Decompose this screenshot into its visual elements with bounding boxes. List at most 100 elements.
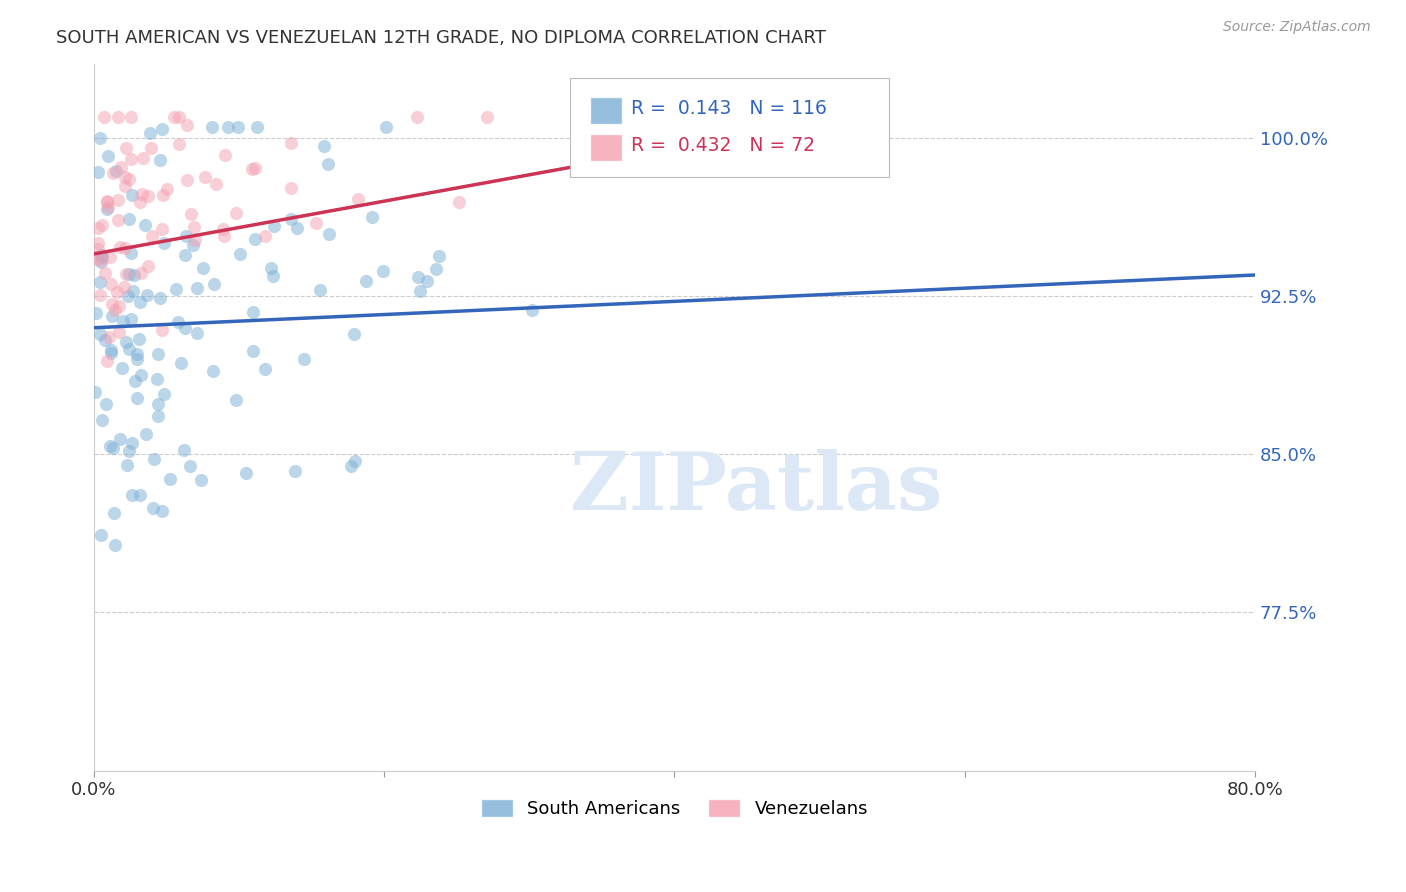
Point <box>280 136 302 150</box>
Point <box>90 248 112 262</box>
Point <box>142 500 165 515</box>
Point <box>174 321 197 335</box>
Point <box>194 169 217 184</box>
Point <box>263 219 285 233</box>
Point <box>153 387 176 401</box>
Point <box>150 323 173 337</box>
Point <box>141 141 163 155</box>
Point <box>148 396 170 410</box>
Point <box>167 136 190 151</box>
Point <box>136 189 159 203</box>
Point <box>90 255 112 269</box>
Point <box>104 303 127 318</box>
Point <box>114 240 136 254</box>
Point <box>122 268 145 283</box>
Point <box>139 126 162 140</box>
Point <box>226 120 249 135</box>
Point <box>190 474 212 488</box>
Point <box>100 277 122 292</box>
Point <box>280 181 302 195</box>
Point <box>101 297 124 311</box>
Point <box>242 305 264 319</box>
Point <box>89 131 111 145</box>
Point <box>125 392 148 406</box>
Point <box>406 269 429 284</box>
Point <box>89 275 111 289</box>
Text: R =  0.432   N = 72: R = 0.432 N = 72 <box>631 136 815 155</box>
Point <box>128 195 150 210</box>
Point <box>284 464 307 478</box>
Point <box>121 488 143 502</box>
Point <box>143 451 166 466</box>
Point <box>225 206 247 220</box>
Point <box>111 360 134 375</box>
Point <box>156 182 179 196</box>
Point <box>429 249 451 263</box>
Point <box>101 166 124 180</box>
Point <box>128 332 150 346</box>
Point <box>90 218 112 232</box>
Point <box>163 110 186 124</box>
Point <box>425 262 447 277</box>
Point <box>93 110 115 124</box>
Point <box>159 472 181 486</box>
Point <box>202 364 225 378</box>
Point <box>242 344 264 359</box>
Point <box>309 283 332 297</box>
Point <box>134 218 156 232</box>
Point <box>146 347 169 361</box>
Point <box>214 147 236 161</box>
Point <box>180 207 202 221</box>
Point <box>146 372 169 386</box>
Point <box>100 345 122 359</box>
Point <box>108 432 131 446</box>
Point <box>152 121 174 136</box>
Point <box>202 277 225 291</box>
Legend: South Americans, Venezuelans: South Americans, Venezuelans <box>474 791 876 825</box>
Bar <box>589 134 623 161</box>
Point <box>114 267 136 281</box>
Point <box>214 228 236 243</box>
Point <box>150 504 173 518</box>
Point <box>108 299 131 313</box>
Point <box>122 285 145 299</box>
Point <box>184 233 207 247</box>
Point <box>201 120 224 135</box>
Point <box>120 311 142 326</box>
Point <box>86 220 108 235</box>
Bar <box>589 97 623 124</box>
Point <box>111 313 134 327</box>
Point <box>105 285 128 300</box>
Point <box>114 141 136 155</box>
Point <box>114 179 136 194</box>
Point <box>118 342 141 356</box>
Point <box>374 120 396 135</box>
Point <box>129 368 152 382</box>
Point <box>211 222 233 236</box>
Point <box>118 444 141 458</box>
Point <box>169 356 191 370</box>
Point <box>253 229 276 244</box>
Point <box>91 413 114 427</box>
Point <box>84 384 107 399</box>
Point <box>108 326 131 340</box>
Point <box>89 288 111 302</box>
Point <box>128 295 150 310</box>
Point <box>96 202 118 216</box>
Point <box>240 161 263 176</box>
Point <box>146 409 169 424</box>
Point <box>186 326 208 340</box>
Point <box>318 227 340 242</box>
Point <box>280 211 302 226</box>
Point <box>316 156 339 170</box>
Point <box>173 248 195 262</box>
Point <box>217 120 239 135</box>
Point <box>107 193 129 207</box>
Point <box>89 327 111 342</box>
Point <box>90 253 112 268</box>
Point <box>120 110 142 124</box>
Point <box>449 194 471 209</box>
Point <box>110 161 132 175</box>
Point <box>136 288 159 302</box>
Point <box>167 315 190 329</box>
